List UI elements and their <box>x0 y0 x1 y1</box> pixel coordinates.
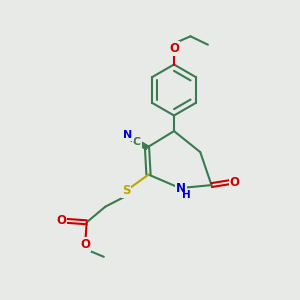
Text: O: O <box>230 176 240 189</box>
Text: S: S <box>122 184 130 197</box>
Text: N: N <box>124 130 133 140</box>
Text: O: O <box>56 214 66 227</box>
Text: O: O <box>169 42 179 56</box>
Text: O: O <box>80 238 90 251</box>
Text: N: N <box>176 182 186 195</box>
Text: C: C <box>133 137 141 147</box>
Text: H: H <box>182 190 191 200</box>
